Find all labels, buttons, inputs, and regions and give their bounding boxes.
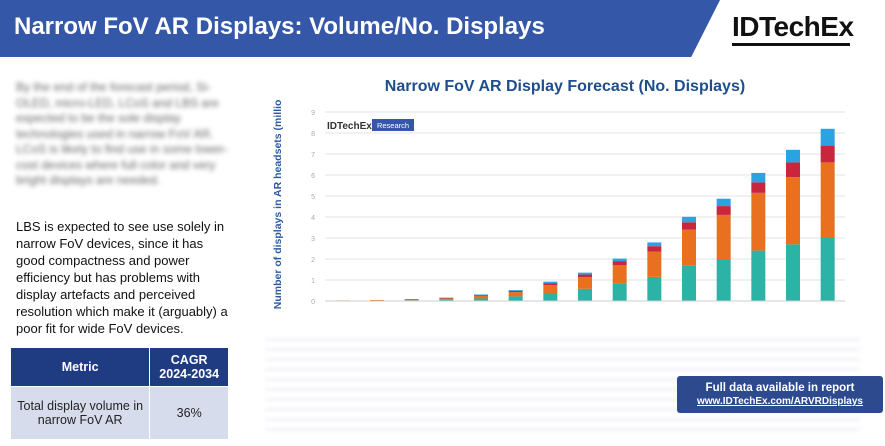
header-bar: Narrow FoV AR Displays: Volume/No. Displ… (0, 0, 885, 57)
bar-segment (820, 162, 835, 238)
blurred-paragraph: By the end of the forecast period, Si-OL… (16, 80, 229, 187)
metric-table: Metric CAGR 2024-2034 Total display volu… (9, 347, 229, 440)
bar-segment (751, 182, 766, 193)
bar-segment (820, 128, 835, 146)
watermark-logo: IDTechEx (327, 121, 372, 132)
bar-segment (612, 283, 627, 301)
full-data-callout[interactable]: Full data available in report www.IDTech… (677, 376, 883, 413)
bar-segment (682, 265, 696, 301)
bar-segment (612, 261, 627, 266)
bar-segment (508, 296, 523, 301)
bar-segment (786, 177, 800, 245)
y-tick-label: 4 (311, 215, 315, 222)
y-tick-label: 1 (311, 278, 315, 285)
bar-segment (508, 290, 523, 291)
bar-segment (751, 172, 766, 183)
bar-segment (578, 274, 592, 278)
bar-segment (716, 206, 731, 215)
bar-segment (820, 145, 835, 163)
bar-segment (786, 162, 800, 178)
bar-segment (647, 251, 662, 277)
bar-segment (716, 198, 731, 207)
bar-segment (543, 285, 558, 294)
bar-segment (578, 272, 592, 275)
forecast-chart: 0 1 2 3 4 5 6 7 8 9 Number of displays in AR heads… (272, 100, 845, 309)
bar-segment (474, 295, 488, 296)
y-axis-label: Number of displays in AR headsets (milli… (272, 100, 284, 309)
bar-segment (682, 216, 696, 223)
blurred-data-table (265, 330, 860, 440)
y-tick-label: 8 (311, 131, 315, 138)
metric-header: Metric (9, 347, 151, 387)
bar-segment (647, 276, 662, 301)
bar-segment (612, 258, 627, 262)
bar-segment (578, 288, 592, 301)
bar-segment (682, 229, 696, 266)
bar-segment (682, 222, 696, 230)
bar-segment (439, 298, 454, 300)
bar-segment (370, 299, 384, 301)
bar-segment (404, 299, 419, 300)
watermark-tag-bg (372, 119, 414, 131)
bar-segment (820, 238, 835, 301)
bar-segment (439, 298, 454, 299)
lbs-paragraph: LBS is expected to see use solely in nar… (16, 219, 228, 336)
metric-cell: Total display volume in narrow FoV AR (9, 386, 151, 440)
bar-segment (439, 297, 454, 299)
bar-segment (508, 292, 523, 297)
bar-segment (508, 290, 523, 293)
y-tick-label: 9 (311, 110, 315, 117)
callout-text: Full data available in report (705, 382, 855, 394)
y-tick-label: 2 (311, 257, 315, 264)
idtechex-logo: IDTechEx (732, 11, 854, 42)
bar-segment (474, 294, 488, 296)
bar-segment (647, 246, 662, 252)
bar-segment (716, 214, 731, 259)
y-tick-label: 3 (311, 236, 315, 243)
header-band (0, 0, 720, 57)
bar-segment (543, 283, 558, 286)
cagr-cell: 36% (149, 386, 229, 440)
bar-segment (786, 149, 800, 163)
y-tick-label: 6 (311, 173, 315, 180)
bar-segment (751, 250, 766, 301)
bar-segment (612, 265, 627, 284)
bar-segment (543, 293, 558, 301)
y-tick-label: 5 (311, 194, 315, 201)
watermark-tag: Research (377, 121, 409, 130)
report-link[interactable]: www.IDTechEx.com/ARVRDisplays (697, 396, 863, 407)
chart-title: Narrow FoV AR Display Forecast (No. Disp… (384, 78, 746, 95)
y-tick-label: 0 (311, 299, 315, 306)
logo-underline (732, 43, 850, 46)
bar-segment (716, 259, 731, 301)
bar-segment (578, 277, 592, 289)
bar-segment (786, 244, 800, 301)
bar-segment (751, 192, 766, 251)
y-tick-label: 7 (311, 152, 315, 159)
bar-segment (404, 299, 419, 301)
page-title: Narrow FoV AR Displays: Volume/No. Displ… (14, 13, 545, 40)
bar-segment (543, 281, 558, 284)
bar-segment (647, 242, 662, 247)
table-row: Total display volume in narrow FoV AR 36… (9, 386, 229, 440)
bar-segment (474, 298, 488, 301)
bar-segment (474, 295, 488, 299)
bar-segment (439, 299, 454, 301)
cagr-header: CAGR 2024-2034 (149, 347, 229, 387)
